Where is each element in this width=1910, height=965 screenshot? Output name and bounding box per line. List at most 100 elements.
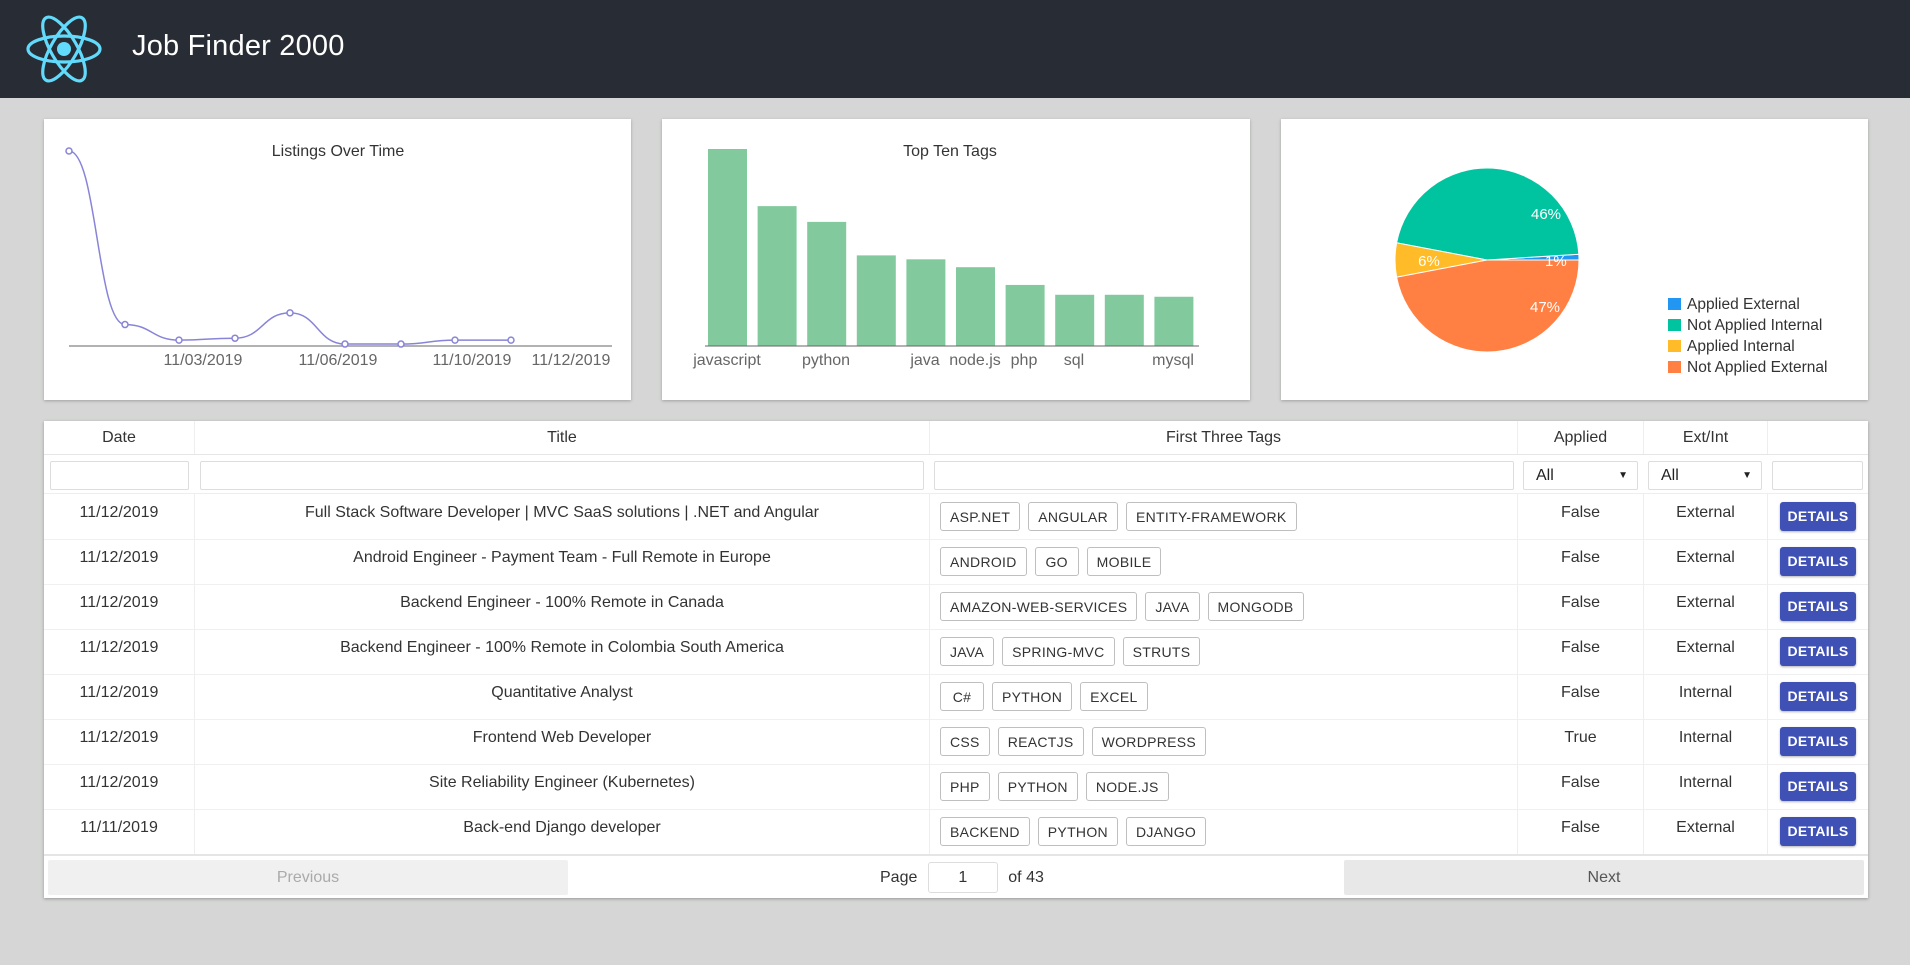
column-header-tags[interactable]: First Three Tags: [930, 421, 1518, 454]
line-data-point: [65, 147, 73, 155]
details-button[interactable]: DETAILS: [1780, 817, 1856, 846]
actions-cell: DETAILS: [1768, 629, 1868, 674]
line-x-tick: 11/10/2019: [433, 352, 512, 369]
extint-cell: External: [1644, 809, 1768, 854]
column-header-date[interactable]: Date: [44, 421, 195, 454]
application-status-pie-chart: 46% 6% 47% 1% Applied External Not Appli…: [1394, 167, 1827, 376]
tag-chip: EXCEL: [1080, 682, 1148, 711]
line-x-tick: 11/06/2019: [299, 352, 378, 369]
details-button[interactable]: DETAILS: [1780, 727, 1856, 756]
top-ten-tags-chart: Top Ten Tags javascript python java node…: [692, 143, 1199, 369]
pie-slice: [1396, 167, 1580, 261]
tag-chip: PHP: [940, 772, 990, 801]
actions-filter-input[interactable]: [1772, 461, 1863, 490]
table-row[interactable]: 11/12/2019 Backend Engineer - 100% Remot…: [44, 629, 1868, 675]
tag-chip: ANGULAR: [1028, 502, 1118, 531]
extint-filter-select[interactable]: All ▼: [1648, 461, 1762, 490]
date-filter-input[interactable]: [50, 461, 189, 490]
details-button[interactable]: DETAILS: [1780, 682, 1856, 711]
details-button[interactable]: DETAILS: [1780, 637, 1856, 666]
title-cell: Android Engineer - Payment Team - Full R…: [195, 539, 930, 584]
tag-bar: [757, 206, 797, 346]
line-chart-title: Listings Over Time: [272, 143, 405, 160]
tag-chip: ANDROID: [940, 547, 1027, 576]
tags-cell: ANDROID GO MOBILE: [930, 539, 1518, 584]
tags-cell: CSS REACTJS WORDPRESS: [930, 719, 1518, 764]
app-title: Job Finder 2000: [132, 30, 345, 62]
line-data-point: [121, 320, 129, 329]
details-button[interactable]: DETAILS: [1780, 502, 1856, 531]
tag-chip: SPRING-MVC: [1002, 637, 1115, 666]
tag-chip: C#: [940, 682, 984, 711]
legend-label: Not Applied Internal: [1687, 317, 1822, 334]
actions-cell: DETAILS: [1768, 809, 1868, 854]
date-cell: 11/12/2019: [44, 719, 195, 764]
applied-cell: False: [1518, 764, 1644, 809]
tag-chip: MOBILE: [1086, 547, 1162, 576]
tag-bar: [956, 267, 995, 346]
next-page-button[interactable]: Next: [1344, 860, 1864, 895]
line-data-point: [231, 334, 239, 342]
actions-cell: DETAILS: [1768, 584, 1868, 629]
details-button[interactable]: DETAILS: [1780, 547, 1856, 576]
extint-cell: External: [1644, 629, 1768, 674]
bar-x-tick: php: [1011, 352, 1038, 369]
tag-chip: STRUTS: [1122, 637, 1201, 666]
date-cell: 11/12/2019: [44, 584, 195, 629]
line-x-tick: 11/03/2019: [164, 352, 243, 369]
tags-filter-input[interactable]: [934, 461, 1514, 490]
job-listings-table: Date Title First Three Tags Applied Ext/…: [44, 421, 1868, 898]
line-data-point: [397, 340, 405, 348]
tags-cell: ASP.NET ANGULAR ENTITY-FRAMEWORK: [930, 494, 1518, 539]
table-row[interactable]: 11/12/2019 Android Engineer - Payment Te…: [44, 539, 1868, 585]
column-header-extint[interactable]: Ext/Int: [1644, 421, 1768, 454]
tag-bar: [1005, 284, 1045, 346]
line-data-point: [286, 309, 294, 317]
listings-over-time-card: Listings Over Time 11/03/2019 11/06/2019…: [44, 119, 631, 400]
tag-chip: AMAZON-WEB-SERVICES: [940, 592, 1138, 621]
line-data-point: [507, 336, 515, 344]
page-number-input[interactable]: 1: [927, 862, 998, 894]
table-row[interactable]: 11/12/2019 Full Stack Software Developer…: [44, 494, 1868, 540]
applied-cell: False: [1518, 584, 1644, 629]
bar-x-tick: python: [802, 352, 850, 369]
app-header: Job Finder 2000: [0, 0, 1910, 98]
column-header-applied[interactable]: Applied: [1518, 421, 1644, 454]
caret-down-icon: ▼: [1618, 470, 1628, 481]
page-total: of 43: [1008, 869, 1044, 886]
table-row[interactable]: 11/12/2019 Frontend Web Developer CSS REA…: [44, 719, 1868, 765]
table-row[interactable]: 11/12/2019 Quantitative Analyst C# PYTHON…: [44, 674, 1868, 720]
line-data-point: [341, 340, 349, 348]
line-data-point: [175, 336, 183, 344]
extint-cell: Internal: [1644, 764, 1768, 809]
applied-filter-select[interactable]: All ▼: [1523, 461, 1638, 490]
legend-swatch: [1668, 361, 1681, 373]
tag-bar: [1055, 294, 1095, 346]
bar-x-tick: java: [909, 352, 939, 369]
extint-cell: External: [1644, 539, 1768, 584]
details-button[interactable]: DETAILS: [1780, 772, 1856, 801]
application-status-card: 46% 6% 47% 1% Applied External Not Appli…: [1281, 119, 1868, 400]
title-cell: Quantitative Analyst: [195, 674, 930, 719]
actions-cell: DETAILS: [1768, 674, 1868, 719]
caret-down-icon: ▼: [1742, 470, 1752, 481]
table-row[interactable]: 11/11/2019 Back-end Django developer BAC…: [44, 809, 1868, 855]
column-header-title[interactable]: Title: [195, 421, 930, 454]
actions-cell: DETAILS: [1768, 494, 1868, 539]
date-cell: 11/12/2019: [44, 674, 195, 719]
date-cell: 11/12/2019: [44, 764, 195, 809]
actions-cell: DETAILS: [1768, 764, 1868, 809]
previous-page-button[interactable]: Previous: [48, 860, 568, 895]
table-row[interactable]: 11/12/2019 Backend Engineer - 100% Remot…: [44, 584, 1868, 630]
extint-cell: Internal: [1644, 719, 1768, 764]
legend-swatch: [1668, 298, 1681, 310]
tag-chip: WORDPRESS: [1091, 727, 1207, 756]
extint-cell: External: [1644, 494, 1768, 539]
applied-cell: False: [1518, 494, 1644, 539]
tag-chip: PYTHON: [1037, 817, 1118, 846]
details-button[interactable]: DETAILS: [1780, 592, 1856, 621]
tags-cell: C# PYTHON EXCEL: [930, 674, 1518, 719]
table-row[interactable]: 11/12/2019 Site Reliability Engineer (Ku…: [44, 764, 1868, 810]
actions-cell: DETAILS: [1768, 719, 1868, 764]
title-filter-input[interactable]: [200, 461, 924, 490]
